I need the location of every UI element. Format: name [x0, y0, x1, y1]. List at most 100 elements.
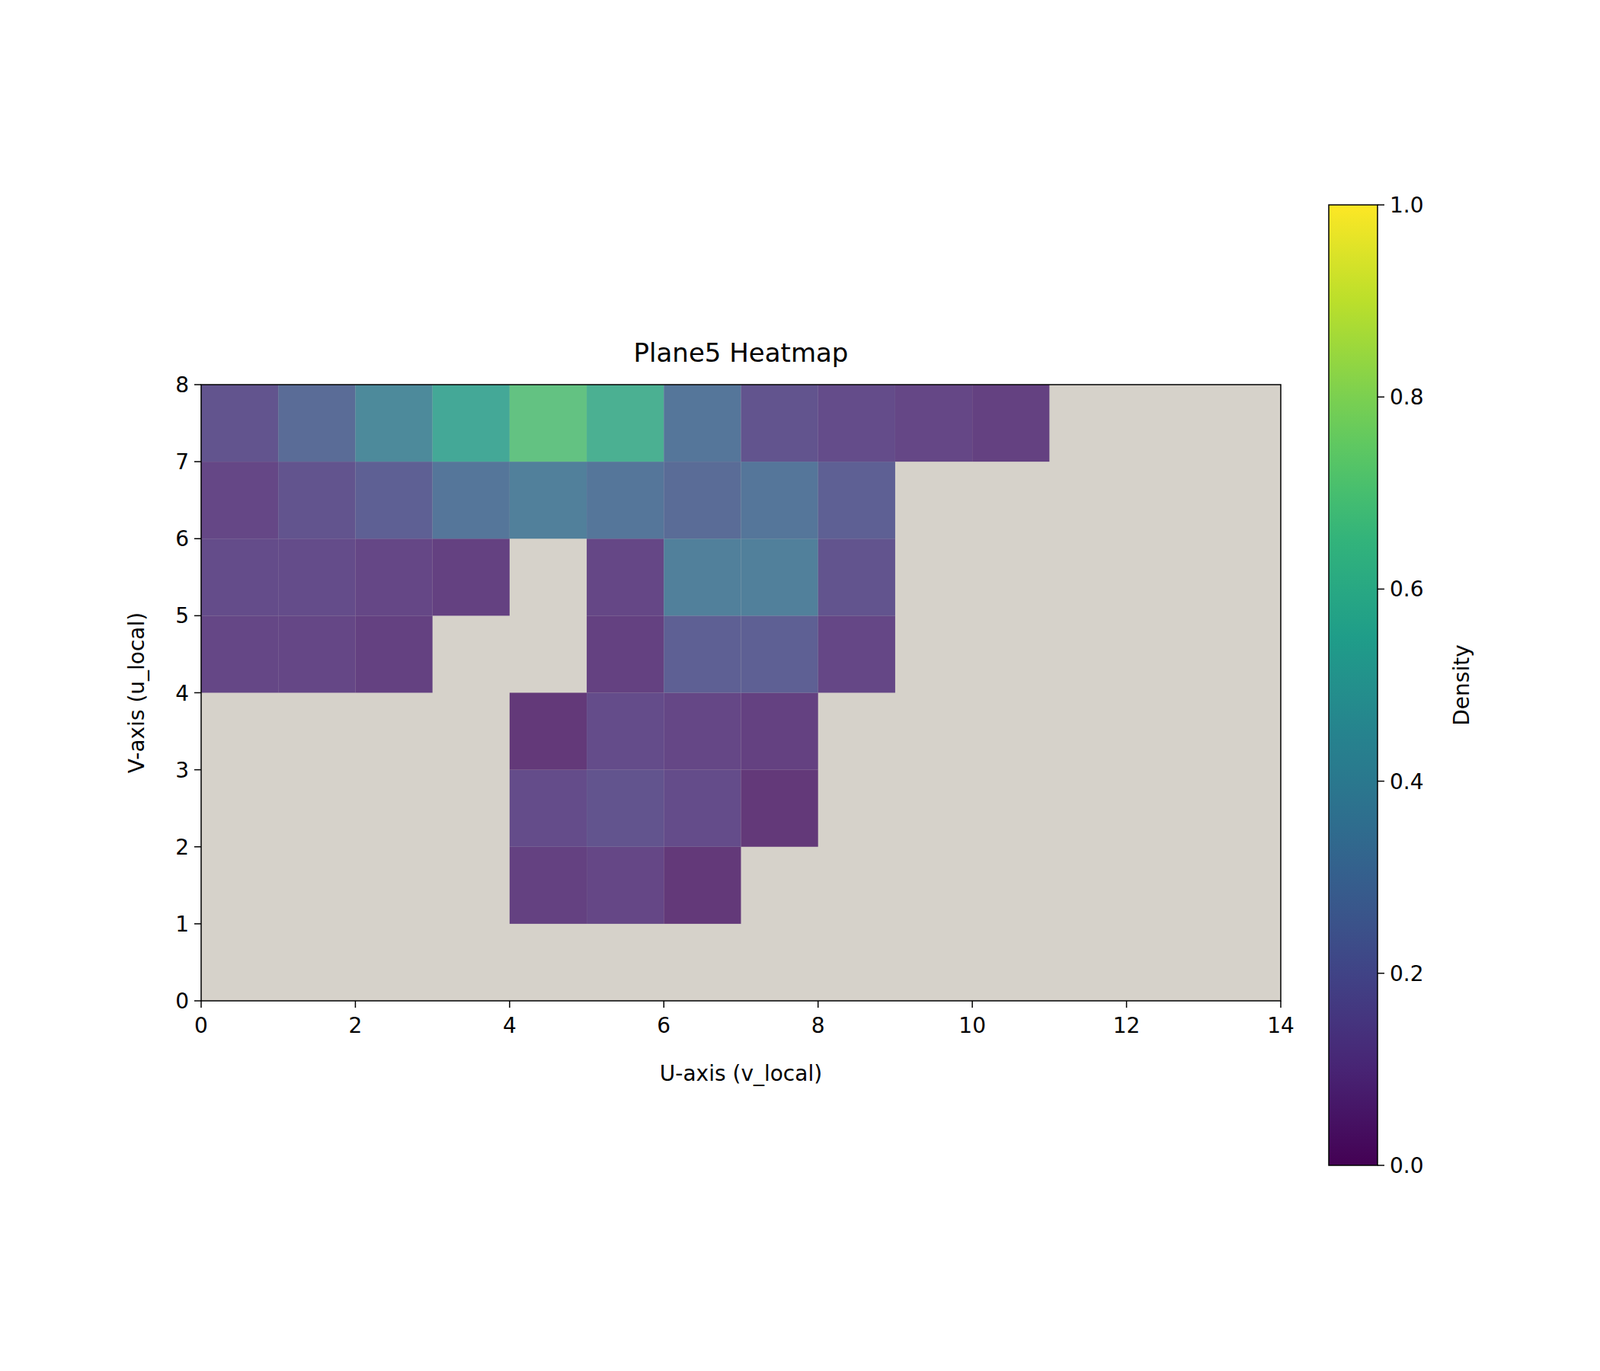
y-tick-label: 4	[175, 681, 189, 707]
heat-cell	[663, 538, 741, 616]
heat-cell	[586, 693, 664, 771]
heat-cell	[355, 924, 432, 1002]
heat-cell	[509, 847, 587, 925]
heat-cell	[355, 615, 432, 693]
y-axis-title: V-axis (u_local)	[124, 612, 150, 774]
y-tick-label: 7	[175, 449, 189, 475]
y-tick	[194, 769, 202, 772]
y-tick-label: 6	[175, 526, 189, 552]
heat-cell	[509, 924, 587, 1002]
x-tick	[817, 1001, 820, 1008]
colorbar-tick-label: 0.0	[1389, 1153, 1424, 1179]
heat-cell	[1203, 770, 1281, 848]
plot-background	[201, 384, 1281, 1002]
y-tick-label: 8	[175, 372, 189, 398]
heat-cell	[663, 770, 741, 848]
heat-cell	[201, 384, 279, 462]
heat-cell	[741, 538, 819, 616]
heat-cell	[432, 770, 510, 848]
heat-cell	[1126, 693, 1204, 771]
heat-cell	[355, 693, 432, 771]
heat-cell	[818, 847, 896, 925]
x-tick	[1280, 1001, 1282, 1008]
heat-cell	[1203, 693, 1281, 771]
x-tick-label: 12	[1113, 1013, 1141, 1039]
y-tick	[194, 923, 202, 925]
heat-cell	[201, 461, 279, 539]
heat-cell	[972, 615, 1050, 693]
y-tick	[194, 538, 202, 541]
heat-cell	[432, 384, 510, 462]
heat-cell	[1203, 538, 1281, 616]
heat-cell	[1203, 847, 1281, 925]
heat-cell	[741, 847, 819, 925]
heat-cell	[1126, 847, 1204, 925]
heat-cell	[663, 461, 741, 539]
heat-cell	[818, 384, 896, 462]
heat-cell	[1049, 847, 1127, 925]
y-tick	[194, 846, 202, 848]
heat-cell	[1203, 384, 1281, 462]
heat-cell	[972, 538, 1050, 616]
heat-cell	[278, 461, 356, 539]
y-tick-label: 1	[175, 912, 189, 938]
heat-cell	[972, 693, 1050, 771]
y-tick	[194, 1000, 202, 1002]
heat-cell	[201, 538, 279, 616]
heatmap-cells	[201, 384, 1281, 1002]
chart-title: Plane5 Heatmap	[633, 337, 849, 368]
heat-cell	[895, 770, 973, 848]
x-tick	[200, 1001, 202, 1008]
heat-cell	[1049, 924, 1127, 1002]
heat-cell	[586, 384, 664, 462]
heat-cell	[895, 847, 973, 925]
heat-cell	[1126, 461, 1204, 539]
heat-cell	[1049, 615, 1127, 693]
plot-frame	[201, 384, 1281, 1002]
heat-cell	[586, 924, 664, 1002]
heat-cell	[663, 847, 741, 925]
heat-cell	[201, 693, 279, 771]
heat-cell	[1049, 693, 1127, 771]
heat-cell	[818, 615, 896, 693]
colorbar-tick-label: 0.6	[1389, 576, 1424, 602]
heat-cell	[895, 538, 973, 616]
heat-cell	[432, 615, 510, 693]
heat-cell	[741, 693, 819, 771]
colorbar-tick	[1377, 1164, 1385, 1167]
heat-cell	[278, 538, 356, 616]
heat-cell	[741, 461, 819, 539]
colorbar-title: Density	[1449, 644, 1475, 726]
heat-cell	[355, 538, 432, 616]
colorbar-tick-label: 0.2	[1389, 961, 1424, 987]
y-tick	[194, 384, 202, 386]
heat-cell	[355, 461, 432, 539]
x-tick-label: 6	[656, 1013, 671, 1039]
colorbar-tick	[1377, 588, 1385, 591]
x-tick	[508, 1001, 511, 1008]
y-tick-label: 5	[175, 603, 189, 629]
heat-cell	[432, 924, 510, 1002]
heat-cell	[355, 384, 432, 462]
heat-cell	[1049, 384, 1127, 462]
heat-cell	[509, 538, 587, 616]
heat-cell	[663, 693, 741, 771]
heat-cell	[509, 384, 587, 462]
heat-cell	[586, 770, 664, 848]
colorbar-tick	[1377, 780, 1385, 783]
colorbar-tick-label: 0.8	[1389, 384, 1424, 410]
heat-cell	[278, 693, 356, 771]
x-tick	[355, 1001, 357, 1008]
heat-cell	[663, 615, 741, 693]
heat-cell	[972, 461, 1050, 539]
x-tick-label: 4	[502, 1013, 517, 1039]
y-tick	[194, 692, 202, 695]
heat-cell	[972, 770, 1050, 848]
heat-cell	[278, 924, 356, 1002]
heat-cell	[1126, 615, 1204, 693]
heat-cell	[818, 461, 896, 539]
y-tick	[194, 460, 202, 463]
heat-cell	[741, 615, 819, 693]
heat-cell	[972, 384, 1050, 462]
heat-cell	[201, 924, 279, 1002]
